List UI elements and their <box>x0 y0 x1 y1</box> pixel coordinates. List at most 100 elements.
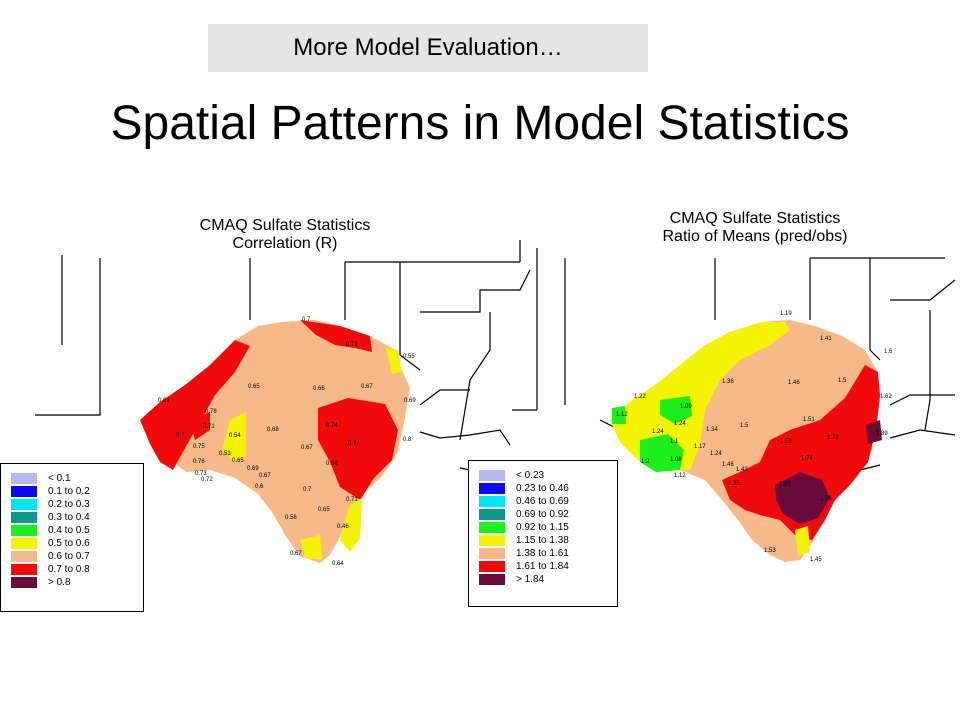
right-map-title: CMAQ Sulfate Statistics Ratio of Means (… <box>610 210 900 246</box>
right-map-title-line1: CMAQ Sulfate Statistics <box>669 210 841 227</box>
station-value: 0.71 <box>346 497 358 503</box>
legend-swatch <box>11 563 37 575</box>
station-value: 0.72 <box>201 477 213 483</box>
station-value: 1.5 <box>838 378 847 384</box>
right-station-labels: 1.19 1.41 1.6 1.36 1.46 1.5 1.22 1.09 1.… <box>616 311 893 563</box>
legend-swatch <box>11 537 37 549</box>
station-value: 0.67 <box>361 384 373 390</box>
legend-item: 0.2 to 0.3 <box>11 498 90 510</box>
station-value: 1.22 <box>634 394 646 400</box>
station-value: 0.58 <box>285 515 297 521</box>
legend-label: 0.23 to 0.46 <box>516 482 569 494</box>
right-legend: < 0.23 0.23 to 0.46 0.46 to 0.69 0.69 to 0.… <box>468 460 618 607</box>
station-value: 1.08 <box>670 457 682 463</box>
station-value: 1.24 <box>710 451 722 457</box>
legend-item: 0.46 to 0.69 <box>479 495 569 507</box>
right-map-region <box>610 320 882 562</box>
station-value: 1.89 <box>876 431 888 437</box>
legend-label: 0.69 to 0.92 <box>516 508 569 520</box>
legend-label: 0.46 to 0.69 <box>516 495 569 507</box>
legend-item: 0.1 to 0.2 <box>11 485 90 497</box>
legend-swatch <box>11 472 37 484</box>
left-map-boundaries <box>35 240 531 471</box>
station-value: 0.8 <box>403 437 412 443</box>
station-value: 1.1 <box>670 439 679 445</box>
right-map: 1.19 1.41 1.6 1.36 1.46 1.5 1.22 1.09 1.… <box>512 248 956 563</box>
station-value: 1.09 <box>680 404 692 410</box>
station-value: 1.35 <box>728 481 740 487</box>
station-value: 0.67 <box>301 445 313 451</box>
station-value: 0.74 <box>326 423 338 429</box>
station-value: 1.17 <box>694 444 706 450</box>
legend-swatch <box>479 534 505 546</box>
legend-swatch <box>479 547 505 559</box>
legend-item: 0.5 to 0.6 <box>11 537 90 549</box>
station-value: 1.76 <box>820 496 832 502</box>
legend-label: 0.1 to 0.2 <box>48 485 90 497</box>
station-value: 0.65 <box>232 458 244 464</box>
station-value: 1.5 <box>740 423 749 429</box>
station-value: 0.77 <box>348 441 360 447</box>
station-value: 0.68 <box>326 461 338 467</box>
station-value: 0.64 <box>332 561 344 567</box>
legend-swatch <box>479 495 505 507</box>
left-map-title-line2: Correlation (R) <box>232 235 338 252</box>
station-value: 1.6 <box>884 349 893 355</box>
legend-label: 1.38 to 1.61 <box>516 547 569 559</box>
station-value: 1.53 <box>780 439 792 445</box>
station-value: 0.75 <box>193 444 205 450</box>
legend-item: > 0.8 <box>11 576 71 588</box>
legend-label: 0.4 to 0.5 <box>48 524 90 536</box>
legend-swatch <box>479 469 505 481</box>
legend-item: < 0.23 <box>479 469 544 481</box>
station-value: 0.65 <box>248 384 260 390</box>
legend-item: 1.38 to 1.61 <box>479 547 569 559</box>
left-station-labels: 0.7 0.71 0.55 0.65 0.66 0.67 0.69 0.61 0… <box>158 317 416 567</box>
station-value: 0.61 <box>158 398 170 404</box>
station-value: 0.71 <box>346 342 358 348</box>
station-value: 1.73 <box>827 435 839 441</box>
station-value: 0.67 <box>259 473 271 479</box>
station-value: 0.71 <box>203 424 215 430</box>
legend-swatch <box>11 576 37 588</box>
legend-label: 0.6 to 0.7 <box>48 550 90 562</box>
left-map: 0.7 0.71 0.55 0.65 0.66 0.67 0.69 0.61 0… <box>35 240 531 567</box>
station-value: 1.62 <box>880 394 892 400</box>
station-value: 0.67 <box>290 551 302 557</box>
station-value: 1.24 <box>652 429 664 435</box>
legend-swatch <box>479 508 505 520</box>
station-value: 0.54 <box>229 433 241 439</box>
left-map-title-line1: CMAQ Sulfate Statistics <box>199 217 371 234</box>
legend-label: 0.7 to 0.8 <box>48 563 90 575</box>
legend-label: 1.15 to 1.38 <box>516 534 569 546</box>
legend-swatch <box>479 521 505 533</box>
legend-item: < 0.1 <box>11 472 71 484</box>
legend-label: 1.61 to 1.84 <box>516 560 569 572</box>
station-value: 1.41 <box>820 336 832 342</box>
station-value: 1.12 <box>616 412 628 418</box>
station-value: 0.7 <box>302 317 311 323</box>
legend-item: 0.4 to 0.5 <box>11 524 90 536</box>
legend-item: > 1.84 <box>479 573 544 585</box>
legend-item: 0.23 to 0.46 <box>479 482 569 494</box>
legend-swatch <box>479 560 505 572</box>
legend-item: 0.6 to 0.7 <box>11 550 90 562</box>
legend-label: 0.92 to 1.15 <box>516 521 569 533</box>
left-legend: < 0.1 0.1 to 0.2 0.2 to 0.3 0.3 to 0.4 0.4 t… <box>0 463 144 612</box>
legend-swatch <box>11 524 37 536</box>
legend-swatch <box>11 511 37 523</box>
right-map-boundaries <box>512 248 956 471</box>
station-value: 0.55 <box>403 354 415 360</box>
section-banner: More Model Evaluation… <box>208 24 648 72</box>
station-value: 0.76 <box>193 459 205 465</box>
legend-label: 0.3 to 0.4 <box>48 511 90 523</box>
legend-item: 0.7 to 0.8 <box>11 563 90 575</box>
legend-swatch <box>11 498 37 510</box>
right-map-title-line2: Ratio of Means (pred/obs) <box>662 228 848 245</box>
legend-item: 0.92 to 1.15 <box>479 521 569 533</box>
station-value: 1.46 <box>788 380 800 386</box>
station-value: 0.7 <box>176 433 185 439</box>
station-value: 0.46 <box>337 524 349 530</box>
station-value: 1.85 <box>779 482 791 488</box>
